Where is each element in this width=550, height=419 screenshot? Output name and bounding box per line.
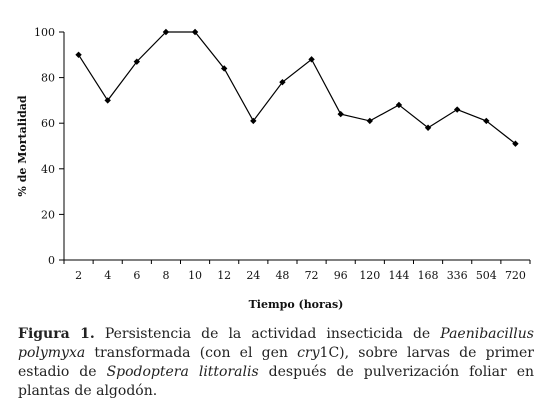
x-tick-label-0: 2 — [75, 269, 82, 282]
data-point-9 — [337, 110, 344, 118]
caption-text-1: Persistencia de la actividad insecticida… — [94, 326, 441, 342]
caption-label: Figura 1. — [18, 326, 95, 342]
x-tick-label-9: 96 — [334, 269, 348, 282]
data-point-14 — [483, 117, 490, 125]
series-points — [75, 28, 519, 147]
y-tick-label-3: 60 — [41, 117, 55, 130]
y-axis-title: % de Mortalidad — [16, 95, 29, 196]
data-point-1 — [104, 97, 111, 104]
y-tick-label-1: 20 — [41, 208, 55, 221]
data-point-7 — [279, 78, 286, 86]
data-point-6 — [250, 117, 257, 125]
x-ticks: 2 4 6 8 10 12 24 48 72 96 120 144 168 336 504 720 — [63, 260, 531, 282]
data-point-5 — [220, 65, 228, 72]
data-point-8 — [308, 56, 315, 63]
caption-insect: Spodoptera littoralis — [106, 364, 259, 380]
x-tick-label-3: 8 — [162, 269, 169, 282]
x-tick-label-6: 24 — [246, 269, 260, 282]
data-point-2 — [133, 58, 141, 65]
data-point-0 — [75, 51, 82, 58]
series-line — [78, 31, 516, 145]
data-point-10 — [366, 117, 374, 125]
data-point-4 — [191, 28, 199, 36]
caption-text-2: transformada (con el gen — [85, 345, 298, 361]
x-tick-label-11: 144 — [388, 269, 409, 282]
data-point-3 — [162, 28, 170, 36]
x-tick-label-5: 12 — [217, 269, 231, 282]
x-tick-label-15: 720 — [505, 269, 526, 282]
x-tick-label-2: 6 — [133, 269, 140, 282]
caption-text-3: 1C), sobre larvas de primer estadio de — [18, 345, 534, 380]
caption-gene: cry — [297, 345, 320, 361]
x-tick-label-4: 10 — [188, 269, 202, 282]
x-tick-label-1: 4 — [104, 269, 111, 282]
data-point-13 — [453, 106, 461, 113]
figure-caption: Figura 1. Persistencia de la actividad i… — [18, 325, 534, 401]
y-ticks: 0 20 40 60 80 100 — [34, 26, 64, 267]
data-point-12 — [424, 124, 432, 131]
x-tick-label-13: 336 — [447, 269, 468, 282]
x-axis-title: Tiempo (horas) — [249, 298, 344, 311]
data-point-11 — [395, 101, 403, 109]
x-tick-label-14: 504 — [476, 269, 497, 282]
x-tick-label-7: 48 — [275, 269, 289, 282]
caption-organism: Paenibacillus polymyxa — [18, 326, 534, 361]
caption-text-4: después de pulverización foliar en plant… — [18, 364, 534, 399]
data-point-15 — [512, 140, 519, 147]
y-tick-label-0: 0 — [48, 254, 55, 267]
x-tick-label-10: 120 — [359, 269, 380, 282]
y-tick-label-4: 80 — [41, 72, 55, 85]
y-tick-label-5: 100 — [34, 26, 55, 39]
x-tick-label-12: 168 — [418, 269, 439, 282]
x-tick-label-8: 72 — [305, 269, 319, 282]
y-tick-label-2: 40 — [41, 163, 55, 176]
